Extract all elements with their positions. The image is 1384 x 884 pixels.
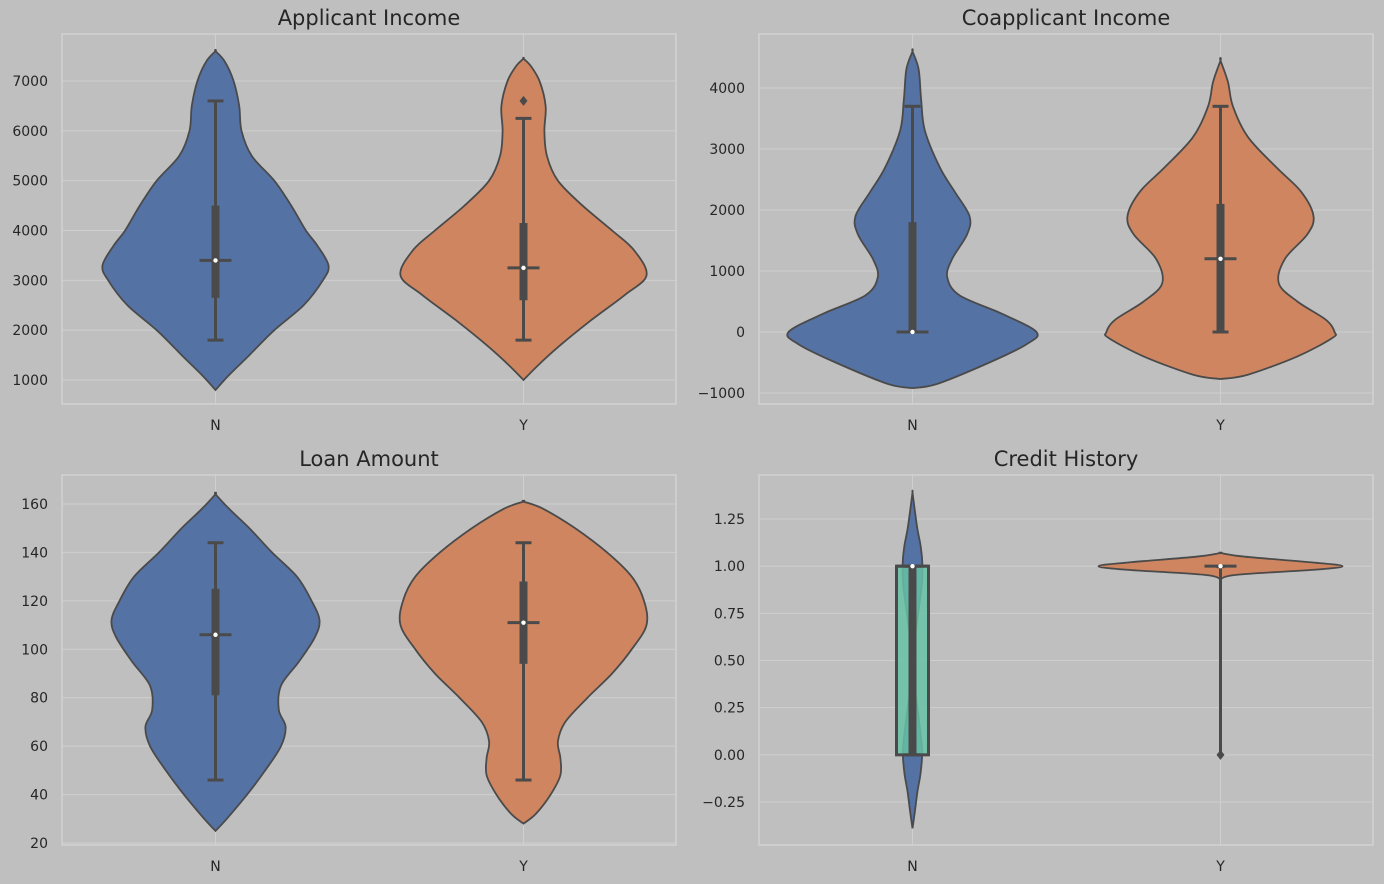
y-tick-label: 1000: [709, 264, 745, 280]
y-tick-label: 0.50: [714, 654, 745, 670]
y-tick-label: 140: [21, 545, 48, 561]
y-tick-label: 7000: [12, 74, 48, 90]
y-tick-label: 0.75: [714, 606, 745, 622]
y-tick-label: 0: [736, 325, 745, 341]
y-tick-label: 3000: [12, 273, 48, 289]
y-tick-label: 1000: [12, 373, 48, 389]
y-tick-label: 4000: [709, 81, 745, 97]
x-tick-label-N: N: [907, 859, 917, 875]
iqr-box-Y: [1216, 203, 1225, 332]
x-tick-label-N: N: [210, 859, 220, 875]
y-tick-label: 5000: [12, 174, 48, 190]
y-tick-label: −1000: [698, 386, 745, 402]
plot-frame: [61, 33, 677, 405]
iqr-box-N: [211, 205, 220, 298]
y-tick-label: −0.25: [702, 795, 745, 811]
x-tick-label-Y: Y: [518, 418, 528, 434]
outlier-Y: [1216, 749, 1225, 760]
y-tick-label: 2000: [709, 203, 745, 219]
y-tick-label: 100: [21, 642, 48, 658]
chart-title: Credit History: [994, 447, 1139, 471]
y-tick-label: 2000: [12, 323, 48, 339]
panel-coapplicant-income: −1000 0 1000 2000 3000 4000 N Y Coapplicant Inco…: [698, 6, 1374, 434]
median-dot-Y: [1218, 256, 1223, 261]
plot-frame: [758, 474, 1374, 846]
panel-credit-history: −0.25 0.00 0.25 0.50 0.75 1.00 1.25 N Y Credit Hi…: [702, 447, 1374, 875]
x-tick-label-Y: Y: [1215, 859, 1225, 875]
plot-frame: [758, 33, 1374, 405]
y-tick-label: 20: [30, 836, 48, 852]
chart-title: Applicant Income: [278, 6, 461, 30]
chart-title: Coapplicant Income: [962, 6, 1171, 30]
y-tick-label: 120: [21, 594, 48, 610]
panel-loan-amount: 20 40 60 80 100 120 140 160 N Y Loan Amount: [21, 447, 677, 875]
median-dot-N: [910, 329, 915, 335]
median-dot-N: [910, 563, 915, 569]
y-tick-label: 40: [30, 788, 48, 804]
y-tick-label: 3000: [709, 142, 745, 158]
iqr-box-N: [908, 222, 917, 332]
y-tick-label: 1.00: [714, 559, 745, 575]
iqr-box-N: [908, 566, 917, 755]
median-dot-Y: [521, 620, 526, 625]
y-tick-label: 0.25: [714, 701, 745, 717]
y-tick-label: 1.25: [714, 512, 745, 528]
y-tick-label: 60: [30, 739, 48, 755]
x-tick-label-Y: Y: [1215, 418, 1225, 434]
chart-title: Loan Amount: [299, 447, 439, 471]
y-tick-label: 80: [30, 691, 48, 707]
y-tick-label: 160: [21, 497, 48, 513]
y-tick-label: 0.00: [714, 748, 745, 764]
plot-frame: [61, 474, 677, 846]
x-tick-label-N: N: [907, 418, 917, 434]
median-dot-N: [213, 258, 218, 263]
iqr-box-Y: [519, 223, 528, 301]
median-dot-N: [213, 632, 218, 637]
y-tick-label: 4000: [12, 224, 48, 240]
x-tick-label-N: N: [210, 418, 220, 434]
median-dot-Y: [521, 265, 526, 271]
x-tick-label-Y: Y: [518, 859, 528, 875]
iqr-box-N: [211, 588, 220, 696]
median-dot-Y: [1218, 563, 1223, 569]
outlier-Y: [519, 95, 528, 106]
y-tick-label: 6000: [12, 124, 48, 140]
panel-applicant-income: 1000 2000 3000 4000 5000 6000 7000 N Y Applicant …: [12, 6, 677, 434]
